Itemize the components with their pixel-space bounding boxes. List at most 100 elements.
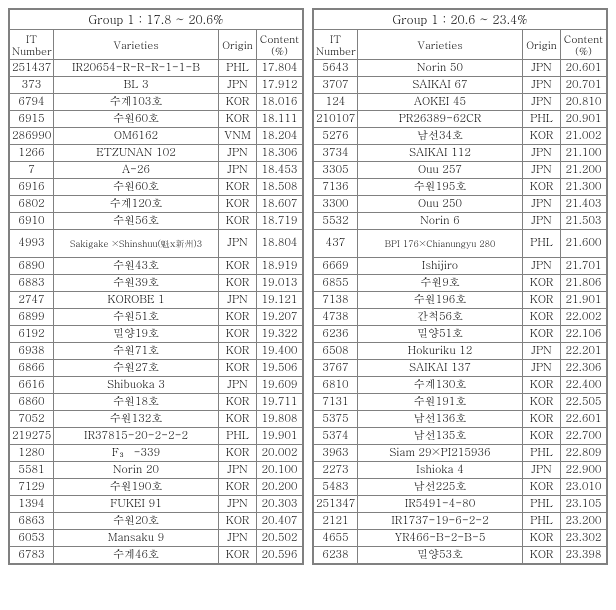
cell-it: 251347 xyxy=(314,496,358,513)
cell-org: JPN xyxy=(218,162,256,179)
cell-var: ETZUNAN 102 xyxy=(54,145,219,162)
cell-cnt: 20.901 xyxy=(560,111,606,128)
cell-org: PHL xyxy=(522,230,560,258)
cell-var: 수원196호 xyxy=(358,292,523,309)
table-row: 6794수계103호KOR18.016 xyxy=(10,94,303,111)
cell-it: 251437 xyxy=(10,60,54,77)
table-row: 3767SAIKAI 137JPN22.306 xyxy=(314,360,607,377)
cell-var: 수원43호 xyxy=(54,258,219,275)
cell-it: 219275 xyxy=(10,428,54,445)
cell-it: 2747 xyxy=(10,292,54,309)
cell-org: JPN xyxy=(522,462,560,479)
cell-var: 수원190호 xyxy=(54,479,219,496)
cell-org: JPN xyxy=(218,292,256,309)
cell-cnt: 22.400 xyxy=(560,377,606,394)
table-row: 6915수원60호KOR18.111 xyxy=(10,111,303,128)
cell-var: 밀양53호 xyxy=(358,547,523,564)
cell-cnt: 23.010 xyxy=(560,479,606,496)
cell-it: 7129 xyxy=(10,479,54,496)
cell-it: 6855 xyxy=(314,275,358,292)
cell-cnt: 21.806 xyxy=(560,275,606,292)
cell-cnt: 19.609 xyxy=(256,377,302,394)
cell-var: BPI 176×Chianungyu 280 xyxy=(358,230,523,258)
cell-it: 6899 xyxy=(10,309,54,326)
cell-cnt: 18.306 xyxy=(256,145,302,162)
cell-cnt: 19.322 xyxy=(256,326,302,343)
table-row: 3305Ouu 257JPN21.200 xyxy=(314,162,607,179)
cell-var: IR1737-19-6-2-2 xyxy=(358,513,523,530)
hdr-it: IT Number xyxy=(10,30,54,60)
cell-it: 6783 xyxy=(10,547,54,564)
table-row: 286990OM6162VNM18.204 xyxy=(10,128,303,145)
cell-it: 3707 xyxy=(314,77,358,94)
cell-it: 6916 xyxy=(10,179,54,196)
cell-it: 5375 xyxy=(314,411,358,428)
cell-var: Ouu 250 xyxy=(358,196,523,213)
hdr-cnt: Content (%) xyxy=(560,30,606,60)
table-row: 373BL 3JPN17.912 xyxy=(10,77,303,94)
cell-cnt: 21.200 xyxy=(560,162,606,179)
table-row: 5374남선135호KOR22.700 xyxy=(314,428,607,445)
cell-org: PHL xyxy=(522,496,560,513)
cell-cnt: 22.306 xyxy=(560,360,606,377)
table-row: 4738간척56호KOR22.002 xyxy=(314,309,607,326)
cell-var: SAIKAI 137 xyxy=(358,360,523,377)
cell-org: JPN xyxy=(218,377,256,394)
cell-var: 수원9호 xyxy=(358,275,523,292)
table-row: 7131수원191호KOR22.505 xyxy=(314,394,607,411)
cell-org: KOR xyxy=(218,94,256,111)
cell-cnt: 21.901 xyxy=(560,292,606,309)
cell-cnt: 19.121 xyxy=(256,292,302,309)
cell-var: FUKEI 91 xyxy=(54,496,219,513)
cell-org: KOR xyxy=(522,309,560,326)
cell-var: Norin 6 xyxy=(358,213,523,230)
cell-it: 7131 xyxy=(314,394,358,411)
cell-it: 1394 xyxy=(10,496,54,513)
table-row: 124AOKEI 45JPN20.810 xyxy=(314,94,607,111)
cell-it: 6794 xyxy=(10,94,54,111)
cell-cnt: 22.601 xyxy=(560,411,606,428)
table-row: 251347IR5491-4-80PHL23.105 xyxy=(314,496,607,513)
cell-cnt: 22.505 xyxy=(560,394,606,411)
cell-it: 6938 xyxy=(10,343,54,360)
cell-it: 286990 xyxy=(10,128,54,145)
cell-org: KOR xyxy=(218,513,256,530)
cell-it: 6236 xyxy=(314,326,358,343)
cell-it: 5483 xyxy=(314,479,358,496)
table-row: 6860수원18호KOR19.711 xyxy=(10,394,303,411)
cell-it: 7138 xyxy=(314,292,358,309)
cell-org: JPN xyxy=(522,258,560,275)
cell-var: 수원20호 xyxy=(54,513,219,530)
table-row: 7138수원196호KOR21.901 xyxy=(314,292,607,309)
cell-cnt: 22.900 xyxy=(560,462,606,479)
right-title: Group 1 : 20.6 ~ 23.4% xyxy=(314,10,607,30)
cell-cnt: 18.016 xyxy=(256,94,302,111)
cell-cnt: 20.502 xyxy=(256,530,302,547)
cell-cnt: 20.407 xyxy=(256,513,302,530)
table-row: 5581Norin 20JPN20.100 xyxy=(10,462,303,479)
cell-cnt: 21.503 xyxy=(560,213,606,230)
cell-org: JPN xyxy=(218,230,256,258)
cell-org: KOR xyxy=(218,179,256,196)
cell-cnt: 18.111 xyxy=(256,111,302,128)
cell-var: BL 3 xyxy=(54,77,219,94)
cell-it: 7136 xyxy=(314,179,358,196)
cell-it: 7052 xyxy=(10,411,54,428)
table-row: 219275IR37815-20-2-2-2PHL19.901 xyxy=(10,428,303,445)
table-row: 2273Ishioka 4JPN22.900 xyxy=(314,462,607,479)
hdr-org: Origin xyxy=(522,30,560,60)
cell-var: SAIKAI 112 xyxy=(358,145,523,162)
cell-cnt: 22.809 xyxy=(560,445,606,462)
table-row: 6508Hokuriku 12JPN22.201 xyxy=(314,343,607,360)
cell-org: KOR xyxy=(218,547,256,564)
table-row: 251437IR20654-R-R-R-1-1-BPHL17.804 xyxy=(10,60,303,77)
cell-org: KOR xyxy=(522,275,560,292)
cell-var: 수원191호 xyxy=(358,394,523,411)
cell-it: 6890 xyxy=(10,258,54,275)
table-row: 6192밀양19호KOR19.322 xyxy=(10,326,303,343)
cell-cnt: 19.400 xyxy=(256,343,302,360)
left-table: Group 1 : 17.8 ~ 20.6% IT Number Varieti… xyxy=(9,9,303,564)
cell-it: 124 xyxy=(314,94,358,111)
cell-it: 1280 xyxy=(10,445,54,462)
cell-var: 수원56호 xyxy=(54,213,219,230)
